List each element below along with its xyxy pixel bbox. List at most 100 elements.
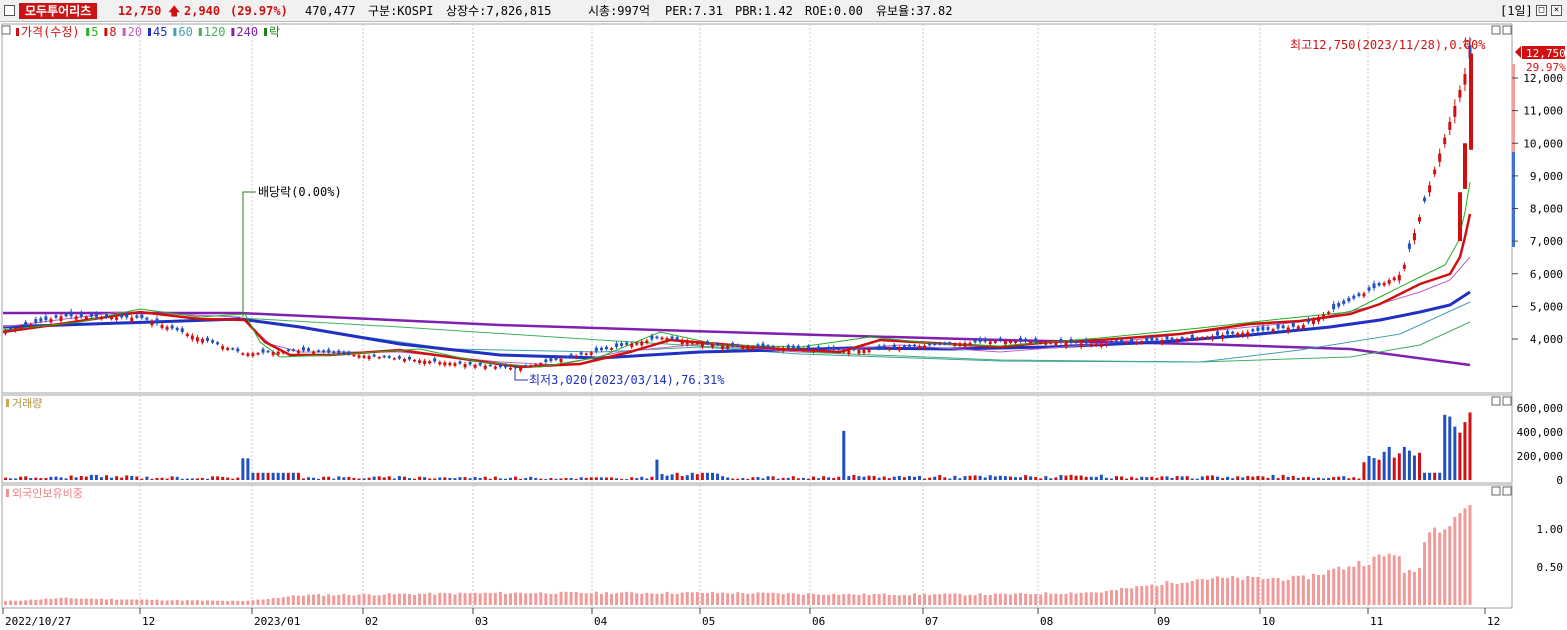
select-checkbox[interactable] — [4, 5, 15, 16]
foreign-ratio-bar — [433, 594, 437, 605]
foreign-ratio-bar — [973, 595, 977, 605]
candle — [716, 343, 720, 345]
foreign-ratio-bar — [781, 594, 785, 605]
volume-max-icon[interactable] — [1491, 396, 1501, 406]
price-legend-box[interactable] — [1, 25, 11, 35]
volume-bars — [4, 412, 1472, 480]
volume-bar — [1301, 477, 1305, 480]
volume-bar — [731, 478, 735, 480]
panel-close-icon[interactable] — [1502, 25, 1512, 35]
candle — [372, 354, 376, 357]
candle — [1034, 338, 1038, 342]
candle — [69, 311, 73, 317]
candle — [352, 354, 356, 357]
volume-bar — [4, 477, 7, 480]
candle — [1241, 332, 1245, 336]
foreign-ratio-bar — [817, 594, 821, 605]
candle — [786, 345, 790, 349]
candle — [721, 345, 725, 350]
volume-bar — [655, 459, 659, 480]
candle — [1301, 324, 1305, 329]
price-tick-label: 10,000 — [1523, 137, 1563, 150]
candle — [1311, 319, 1315, 324]
foreign-ratio-bar — [892, 595, 896, 605]
foreign-ratio-bar — [675, 593, 679, 605]
volume-bar — [357, 478, 361, 480]
stock-name[interactable]: 모두투어리츠 — [19, 3, 98, 19]
candle — [1372, 283, 1376, 289]
panel-max-icon[interactable] — [1491, 25, 1501, 35]
foreign-ratio-bar — [958, 593, 962, 605]
volume-bar — [145, 476, 149, 480]
candle — [1160, 339, 1164, 344]
candle — [741, 346, 745, 349]
volume-bar — [852, 474, 856, 480]
legend-swatch-3 — [122, 28, 126, 36]
foreign-ratio-bar — [1281, 580, 1285, 605]
foreign-ratio-bar — [832, 593, 836, 605]
foreign-ratio-bar — [266, 599, 270, 605]
candle — [620, 343, 624, 346]
volume-bar — [468, 478, 472, 480]
candle — [1135, 341, 1139, 344]
candle — [1084, 339, 1088, 344]
foreign-ratio-bar — [231, 600, 235, 605]
close-icon[interactable]: ✕ — [1551, 5, 1562, 16]
volume-close-icon[interactable] — [1502, 396, 1512, 406]
maximize-icon[interactable]: □ — [1536, 5, 1547, 16]
foreign-close-icon[interactable] — [1502, 486, 1512, 496]
volume-bar — [559, 478, 563, 480]
candle — [1463, 143, 1467, 189]
foreign-ratio-bar — [534, 593, 538, 605]
candle — [1306, 318, 1310, 323]
volume-bar — [1175, 476, 1179, 480]
foreign-ratio-bar — [423, 593, 427, 605]
candle — [796, 345, 800, 349]
foreign-ratio-bar — [1064, 593, 1068, 605]
foreign-ratio-bar — [418, 593, 422, 605]
foreign-ratio-bar — [1221, 577, 1225, 605]
volume-bar — [1342, 476, 1346, 480]
candle — [79, 312, 83, 317]
volume-bar — [1231, 478, 1235, 480]
foreign-ratio-bar — [539, 592, 543, 605]
candle — [115, 317, 119, 320]
volume-bar — [1357, 478, 1361, 480]
foreign-ratio-bar — [1210, 578, 1214, 605]
volume-bar — [1251, 476, 1255, 480]
foreign-ratio-bar — [599, 593, 603, 605]
foreign-max-icon[interactable] — [1491, 486, 1501, 496]
period-selector[interactable]: [1일] — [1500, 4, 1533, 18]
candle — [1120, 339, 1124, 343]
candle — [1362, 293, 1366, 297]
volume-bar — [458, 477, 462, 480]
volume-bar — [1322, 478, 1326, 480]
foreign-ratio-bar — [1347, 566, 1351, 605]
volume-bar — [99, 477, 103, 480]
candle — [1231, 331, 1235, 334]
volume-bar — [473, 476, 477, 480]
candle — [1433, 169, 1437, 175]
volume-bar — [463, 477, 467, 480]
price-tick-label: 7,000 — [1530, 235, 1563, 248]
foreign-ratio-bar — [812, 593, 815, 605]
foreign-ratio-bar — [751, 593, 755, 605]
candle — [1357, 293, 1361, 296]
candle — [746, 346, 750, 350]
volume-bar — [1210, 475, 1214, 480]
foreign-ratio-bar — [1311, 573, 1315, 605]
foreign-ratio-bar — [54, 598, 58, 605]
date-label: 08 — [1040, 615, 1053, 628]
volume-bar — [796, 478, 800, 480]
foreign-ratio-bar — [115, 599, 119, 605]
volume-bar — [301, 478, 305, 480]
volume-bar — [1352, 477, 1356, 480]
candle — [1468, 45, 1472, 59]
volume-bar — [1120, 476, 1124, 480]
candle — [862, 349, 866, 354]
foreign-ratio-bar — [1115, 590, 1118, 605]
candle — [231, 348, 235, 350]
foreign-ratio-bar — [14, 600, 18, 605]
volume-bar — [928, 477, 932, 480]
current-price: 12,750 — [118, 4, 162, 18]
